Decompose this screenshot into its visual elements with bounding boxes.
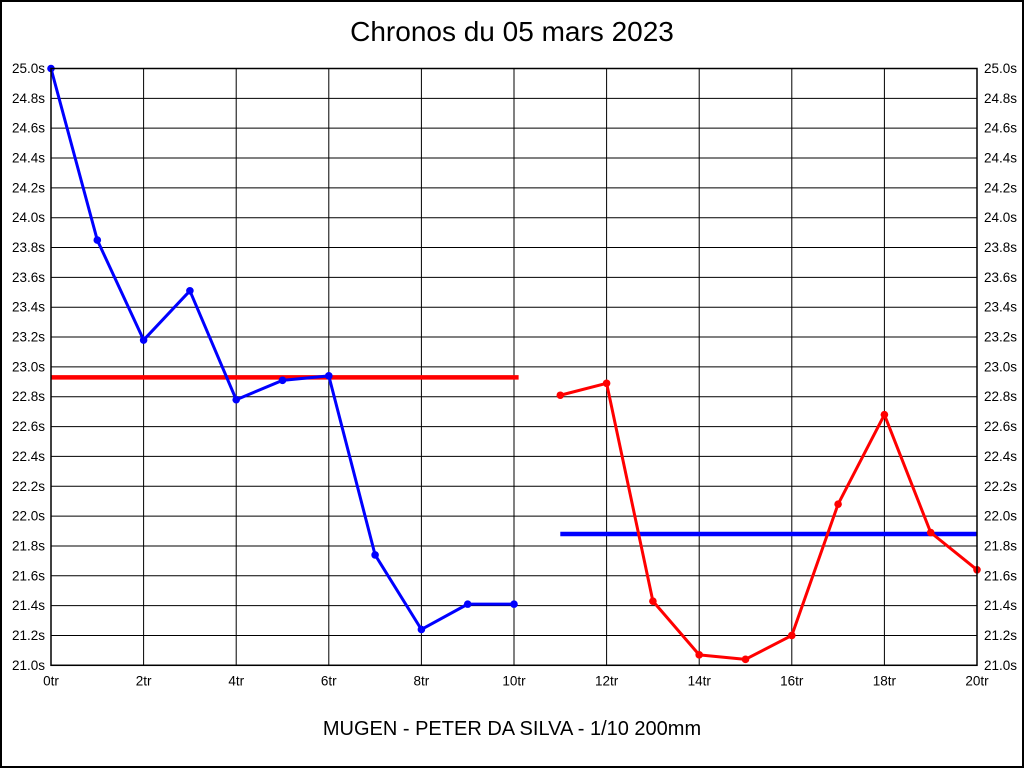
y-axis-tick-label-left: 21.6s [12, 568, 45, 583]
y-axis-tick-label-left: 22.4s [12, 449, 45, 464]
data-point-marker-run-1-blue [325, 372, 333, 380]
y-axis-tick-label-right: 22.2s [984, 479, 1017, 494]
data-point-marker-run-2-red [880, 410, 889, 419]
y-axis-tick-label-left: 21.8s [12, 538, 45, 553]
y-axis-tick-label-left: 22.0s [12, 509, 45, 524]
y-axis-tick-label-left: 24.6s [12, 121, 45, 136]
y-axis-tick-label-right: 23.0s [984, 359, 1017, 374]
y-axis-tick-label-right: 24.0s [984, 210, 1017, 225]
y-axis-tick-label-right: 21.6s [984, 568, 1017, 583]
y-axis-tick-label-right: 21.2s [984, 628, 1017, 643]
y-axis-tick-label-left: 24.0s [12, 210, 45, 225]
y-axis-tick-label-left: 23.0s [12, 359, 45, 374]
y-axis-tick-label-left: 23.8s [12, 240, 45, 255]
data-point-marker-run-2-red [741, 655, 750, 664]
chart-title: Chronos du 05 mars 2023 [350, 16, 674, 47]
data-point-marker-run-1-blue [417, 625, 426, 634]
y-axis-tick-label-right: 23.8s [984, 240, 1017, 255]
y-axis-tick-label-left: 25.0s [12, 61, 45, 76]
x-axis-tick-label: 6tr [321, 673, 337, 688]
y-axis-tick-label-right: 24.4s [984, 151, 1017, 166]
data-point-marker-run-2-red [649, 597, 657, 605]
y-axis-tick-label-right: 21.0s [984, 658, 1017, 673]
data-point-marker-run-1-blue [278, 376, 287, 385]
y-axis-tick-label-left: 24.4s [12, 151, 45, 166]
x-axis-tick-label: 14tr [688, 673, 712, 688]
x-axis-tick-label: 12tr [595, 673, 619, 688]
y-axis-tick-label-left: 23.2s [12, 330, 45, 345]
y-axis-tick-label-right: 23.2s [984, 330, 1017, 345]
y-axis-tick-label-left: 21.2s [12, 628, 45, 643]
y-axis-tick-label-left: 23.4s [12, 300, 45, 315]
data-point-marker-run-1-blue [371, 551, 379, 559]
data-point-marker-run-2-red [695, 651, 703, 659]
y-axis-tick-label-right: 22.4s [984, 449, 1017, 464]
y-axis-tick-label-right: 22.6s [984, 419, 1017, 434]
x-axis-tick-label: 8tr [414, 673, 430, 688]
data-point-marker-run-2-red [834, 500, 842, 508]
y-axis-tick-label-left: 22.2s [12, 479, 45, 494]
y-axis-tick-label-right: 23.6s [984, 270, 1017, 285]
x-axis-tick-label: 10tr [502, 673, 526, 688]
y-axis-tick-label-left: 24.2s [12, 180, 45, 195]
x-axis-tick-label: 4tr [228, 673, 244, 688]
data-point-marker-run-1-blue [232, 395, 240, 404]
data-point-marker-run-2-red [788, 631, 796, 640]
y-axis-tick-label-right: 23.4s [984, 300, 1017, 315]
y-axis-tick-label-left: 24.8s [12, 91, 45, 106]
series-line-run-1-blue [49, 67, 516, 631]
data-point-marker-run-2-red [556, 391, 565, 400]
data-point-marker-run-1-blue [463, 600, 472, 608]
series-line-run-2-red [558, 381, 979, 661]
data-point-marker-run-1-blue [186, 287, 194, 295]
y-axis-tick-label-left: 22.6s [12, 419, 45, 434]
data-point-marker-run-2-red [926, 528, 935, 537]
y-axis-tick-label-right: 22.0s [984, 509, 1017, 524]
y-axis-tick-label-right: 21.8s [984, 538, 1017, 553]
plot-border [50, 67, 978, 667]
x-axis-tick-label: 20tr [965, 673, 989, 688]
data-point-marker-run-1-blue [93, 236, 102, 244]
y-axis-tick-label-right: 22.8s [984, 389, 1017, 404]
y-axis-tick-label-left: 21.4s [12, 598, 45, 613]
x-axis-tick-label: 0tr [43, 673, 59, 688]
chart-subtitle: MUGEN - PETER DA SILVA - 1/10 200mm [322, 718, 702, 740]
y-axis-tick-label-right: 24.6s [984, 121, 1017, 136]
x-axis-tick-label: 18tr [873, 673, 897, 688]
y-axis-tick-label-left: 22.8s [12, 389, 45, 404]
y-axis-tick-label-right: 25.0s [984, 61, 1017, 76]
y-axis-tick-label-right: 24.8s [984, 91, 1017, 106]
y-axis-tick-label-left: 23.6s [12, 270, 45, 285]
x-axis-tick-label: 2tr [136, 673, 152, 688]
data-point-marker-run-2-red [602, 379, 611, 388]
x-axis-tick-label: 16tr [780, 673, 804, 688]
y-axis-tick-label-right: 24.2s [984, 180, 1017, 195]
data-point-marker-run-1-blue [510, 600, 518, 608]
data-point-marker-run-1-blue [139, 336, 148, 344]
y-axis-tick-label-left: 21.0s [12, 658, 45, 673]
y-axis-tick-label-right: 21.4s [984, 598, 1017, 613]
